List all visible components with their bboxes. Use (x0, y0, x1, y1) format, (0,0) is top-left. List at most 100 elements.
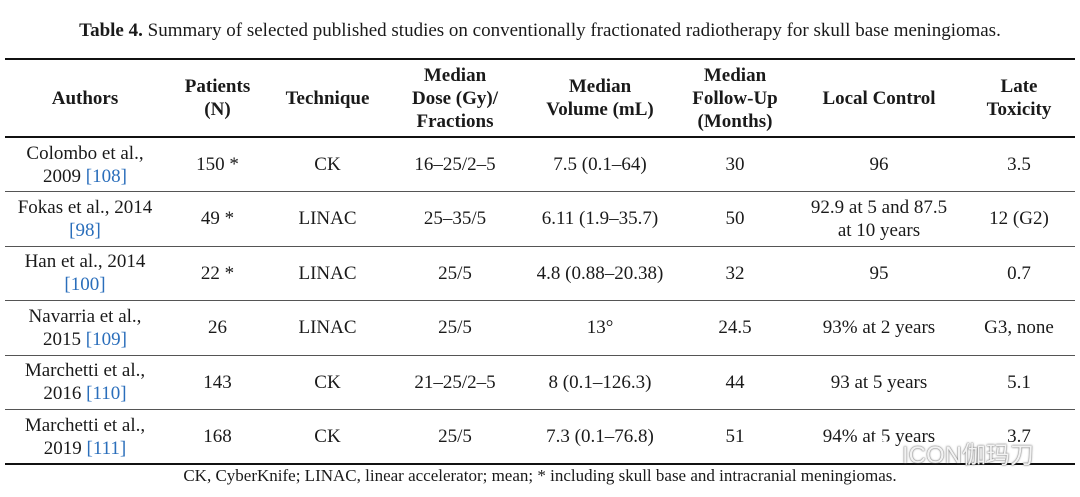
column-header: Authors (5, 59, 165, 137)
volume-cell: 7.5 (0.1–64) (525, 137, 675, 192)
column-header-line: Patients (184, 76, 251, 97)
dose-cell: 25–35/5 (385, 192, 525, 247)
technique-value: CK (314, 371, 341, 393)
technique-cell: LINAC (270, 192, 385, 247)
technique-cell: LINAC (270, 246, 385, 301)
local-control-line: 96 (869, 154, 889, 175)
author-line: Marchetti et al., (24, 414, 146, 436)
dose-value: 25/5 (438, 317, 472, 339)
toxicity-cell: 3.5 (963, 137, 1075, 192)
table-caption: Table 4. Summary of selected published s… (0, 18, 1080, 44)
patients-cell: 150 * (165, 137, 270, 192)
technique-cell: CK (270, 410, 385, 465)
patients-value: 22 * (200, 262, 235, 284)
table-row: Marchetti et al., 2019 [111] 168 CK 25/5 7.3 … (5, 410, 1075, 465)
column-header: Median Follow-Up (Months) (675, 59, 795, 137)
author-cell: Navarria et al., 2015 [109] (5, 301, 165, 356)
table-row: Navarria et al., 2015 [109] 26 LINAC 25/5 13°… (5, 301, 1075, 356)
local-control-line: 92.9 at 5 and 87.5 (810, 196, 948, 218)
followup-cell: 32 (675, 246, 795, 301)
toxicity-cell: 12 (G2) (963, 192, 1075, 247)
followup-cell: 51 (675, 410, 795, 465)
volume-value: 8 (0.1–126.3) (548, 371, 652, 393)
dose-value: 25/5 (438, 262, 472, 284)
toxicity-value: 12 (G2) (989, 208, 1049, 230)
volume-value: 4.8 (0.88–20.38) (536, 262, 664, 284)
column-header: Technique (270, 59, 385, 137)
caption-label: Table 4. (79, 20, 143, 41)
table-row: Han et al., 2014 [100] 22 * LINAC 25/5 4.8 (0… (5, 246, 1075, 301)
column-header-line: (N) (204, 99, 231, 120)
local-control-cell: 93% at 2 years (795, 301, 963, 356)
technique-value: CK (314, 154, 341, 175)
column-header-line: Median (568, 76, 632, 97)
table-row: Fokas et al., 2014 [98] 49 * LINAC 25–35/5 6.… (5, 192, 1075, 247)
dose-cell: 16–25/2–5 (385, 137, 525, 192)
local-control-cell: 96 (795, 137, 963, 192)
author-cell: Fokas et al., 2014 [98] (5, 192, 165, 247)
column-header-line: (Months) (697, 110, 773, 132)
reference-number: [109] (85, 328, 127, 350)
volume-value: 7.5 (0.1–64) (553, 154, 647, 175)
followup-value: 30 (725, 154, 745, 175)
followup-value: 50 (725, 208, 745, 230)
author-line: 2009 (43, 165, 86, 187)
dose-value: 25/5 (438, 426, 472, 447)
author-cell: Han et al., 2014 [100] (5, 246, 165, 301)
table-body: Colombo et al., 2009 [108] 150 * CK 16–25/2–… (5, 137, 1075, 464)
studies-table: Authors Patients (N) Technique Median Dose (G… (5, 58, 1075, 465)
patients-cell: 168 (165, 410, 270, 465)
volume-cell: 6.11 (1.9–35.7) (525, 192, 675, 247)
toxicity-cell: 3.7 (963, 410, 1075, 465)
followup-value: 44 (725, 371, 745, 393)
column-header-line: Dose (Gy)/ (411, 87, 498, 109)
table-header: Authors Patients (N) Technique Median Dose (G… (5, 59, 1075, 137)
volume-value: 13° (586, 317, 614, 339)
followup-cell: 30 (675, 137, 795, 192)
column-header-line: Median (703, 64, 767, 86)
followup-value: 51 (725, 426, 745, 447)
toxicity-cell: 5.1 (963, 355, 1075, 410)
dose-cell: 25/5 (385, 301, 525, 356)
local-control-cell: 95 (795, 246, 963, 301)
dose-cell: 21–25/2–5 (385, 355, 525, 410)
patients-value: 150 * (196, 154, 239, 175)
patients-cell: 49 * (165, 192, 270, 247)
reference-number: [110] (86, 383, 127, 405)
dose-cell: 25/5 (385, 246, 525, 301)
followup-cell: 44 (675, 355, 795, 410)
column-header-line: Toxicity (986, 99, 1052, 120)
author-line: 2019 (43, 437, 87, 459)
technique-value: LINAC (298, 317, 357, 339)
reference-number: [100] (64, 274, 106, 296)
column-header-line: Local Control (822, 87, 936, 109)
toxicity-cell: 0.7 (963, 246, 1075, 301)
followup-value: 24.5 (718, 317, 752, 339)
author-line: Marchetti et al., (24, 360, 146, 382)
toxicity-value: 3.5 (1007, 154, 1031, 175)
table-row: Colombo et al., 2009 [108] 150 * CK 16–25/2–… (5, 137, 1075, 192)
author-line: Colombo et al., (26, 142, 144, 164)
column-header: Median Dose (Gy)/Fractions (385, 59, 525, 137)
reference-number: [98] (69, 219, 101, 241)
patients-value: 26 (208, 317, 227, 339)
studies-table-container: Authors Patients (N) Technique Median Dose (G… (5, 58, 1075, 465)
column-header: Patients (N) (165, 59, 270, 137)
local-control-line: 93 at 5 years (830, 371, 928, 393)
author-line: Navarria et al., (28, 305, 142, 327)
author-cell: Colombo et al., 2009 [108] (5, 137, 165, 192)
column-header: Late Toxicity (963, 59, 1075, 137)
dose-value: 16–25/2–5 (414, 154, 496, 175)
followup-cell: 50 (675, 192, 795, 247)
column-header-line: Technique (285, 87, 370, 109)
table-row: Marchetti et al., 2016 [110] 143 CK 21–25/2–… (5, 355, 1075, 410)
patients-value: 49 * (200, 208, 235, 230)
volume-cell: 7.3 (0.1–76.8) (525, 410, 675, 465)
column-header-line: Fractions (416, 110, 494, 132)
volume-cell: 8 (0.1–126.3) (525, 355, 675, 410)
followup-cell: 24.5 (675, 301, 795, 356)
followup-value: 32 (725, 262, 745, 284)
reference-number: [111] (86, 437, 127, 459)
author-cell: Marchetti et al., 2019 [111] (5, 410, 165, 465)
dose-value: 25–35/5 (423, 208, 487, 230)
